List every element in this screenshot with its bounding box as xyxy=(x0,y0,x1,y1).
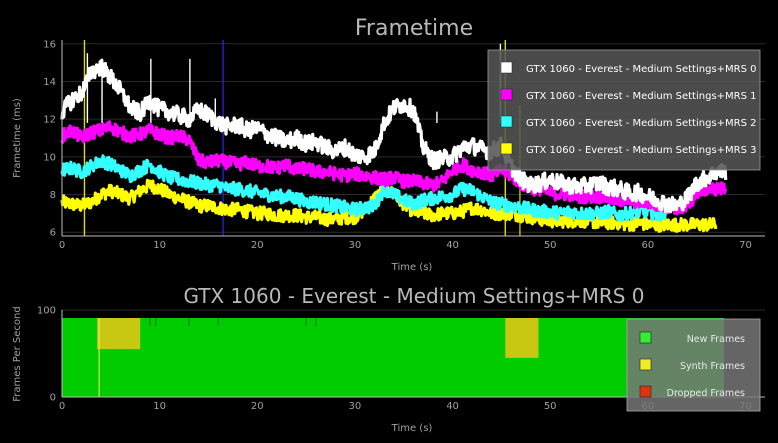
frametime-series-line xyxy=(60,58,728,214)
frametime-y-tick-label: 6 xyxy=(50,228,56,239)
frametime-x-tick-label: 30 xyxy=(349,240,362,251)
frametime-series-0 xyxy=(60,58,728,214)
fps-legend-swatch xyxy=(639,331,652,344)
fps-x-axis-label: Time (s) xyxy=(391,423,433,434)
fps-legend-label: Dropped Frames xyxy=(667,388,745,399)
fps-synth-frames-area xyxy=(97,318,141,350)
fps-x-tick-label: 10 xyxy=(153,401,166,412)
frametime-x-tick-label: 50 xyxy=(544,240,557,251)
frametime-y-tick-label: 8 xyxy=(50,190,56,201)
fps-x-tick-label: 40 xyxy=(446,401,459,412)
frametime-x-tick-label: 40 xyxy=(446,240,459,251)
frametime-legend-swatch xyxy=(500,142,513,155)
frametime-y-axis-label: Frametime (ms) xyxy=(12,98,23,178)
frametime-x-tick-labels: 0 10 20 30 40 50 60 70 xyxy=(59,240,752,251)
frametime-series-line xyxy=(60,120,728,216)
fps-legend-label: New Frames xyxy=(687,334,745,345)
frametime-x-tick-label: 20 xyxy=(251,240,264,251)
frametime-y-tick-label: 14 xyxy=(43,77,56,88)
frametime-legend-swatch xyxy=(500,61,513,74)
frametime-y-tick-label: 10 xyxy=(43,152,56,163)
frametime-series-1 xyxy=(60,120,728,216)
fps-y-tick-label: 100 xyxy=(37,306,56,317)
fps-new-frames-area xyxy=(62,318,724,397)
frametime-legend-label: GTX 1060 - Everest - Medium Settings+MRS… xyxy=(526,64,757,75)
frametime-series-2 xyxy=(60,154,669,223)
frametime-legend-item: GTX 1060 - Everest - Medium Settings+MRS… xyxy=(500,88,757,102)
frametime-series-group xyxy=(60,43,728,233)
fps-title: GTX 1060 - Everest - Medium Settings+MRS… xyxy=(184,284,645,308)
fps-x-tick-label: 50 xyxy=(544,401,557,412)
frametime-x-axis-label: Time (s) xyxy=(391,262,433,273)
frametime-legend-swatch xyxy=(500,88,513,101)
fps-x-tick-label: 20 xyxy=(251,401,264,412)
fps-y-tick-labels: 0 100 xyxy=(37,306,56,404)
frametime-legend-item: GTX 1060 - Everest - Medium Settings+MRS… xyxy=(500,61,757,75)
frametime-title: Frametime xyxy=(355,16,473,41)
fps-legend-item: Dropped Frames xyxy=(639,385,745,399)
fps-legend-label: Synth Frames xyxy=(680,361,745,372)
frametime-series-line xyxy=(60,154,669,223)
fps-legend-swatch xyxy=(639,358,652,371)
fps-legend-item: New Frames xyxy=(639,331,745,345)
fps-x-tick-label: 0 xyxy=(59,401,65,412)
frametime-chart: Frametime 6 8 10 12 14 16 0 10 20 30 40 50 60 70 Tim… xyxy=(12,16,765,273)
frametime-y-tick-labels: 6 8 10 12 14 16 xyxy=(43,39,56,238)
frametime-legend: GTX 1060 - Everest - Medium Settings+MRS… xyxy=(487,49,761,171)
fps-synth-frames-area xyxy=(505,318,539,358)
fps-legend: New Frames Synth Frames Dropped Frames xyxy=(626,318,761,412)
frametime-x-tick-label: 70 xyxy=(739,240,752,251)
frametime-legend-label: GTX 1060 - Everest - Medium Settings+MRS… xyxy=(526,118,757,129)
frametime-y-tick-label: 16 xyxy=(43,39,56,50)
fps-chart: GTX 1060 - Everest - Medium Settings+MRS… xyxy=(12,284,765,434)
fps-legend-item: Synth Frames xyxy=(639,358,745,372)
frametime-y-tick-label: 12 xyxy=(43,115,56,126)
frametime-legend-label: GTX 1060 - Everest - Medium Settings+MRS… xyxy=(526,145,757,156)
frametime-legend-box xyxy=(487,49,761,171)
frametime-x-tick-label: 60 xyxy=(641,240,654,251)
fps-legend-swatch xyxy=(639,385,652,398)
frametime-x-tick-label: 0 xyxy=(59,240,65,251)
frametime-legend-label: GTX 1060 - Everest - Medium Settings+MRS… xyxy=(526,91,757,102)
fps-area-group xyxy=(62,318,724,397)
fps-x-tick-label: 30 xyxy=(349,401,362,412)
fps-y-tick-label: 0 xyxy=(50,393,56,404)
frametime-legend-item: GTX 1060 - Everest - Medium Settings+MRS… xyxy=(500,142,757,156)
fps-y-axis-label: Frames Per Second xyxy=(12,306,23,401)
frametime-legend-swatch xyxy=(500,115,513,128)
frametime-x-tick-label: 10 xyxy=(153,240,166,251)
frametime-legend-item: GTX 1060 - Everest - Medium Settings+MRS… xyxy=(500,115,757,129)
